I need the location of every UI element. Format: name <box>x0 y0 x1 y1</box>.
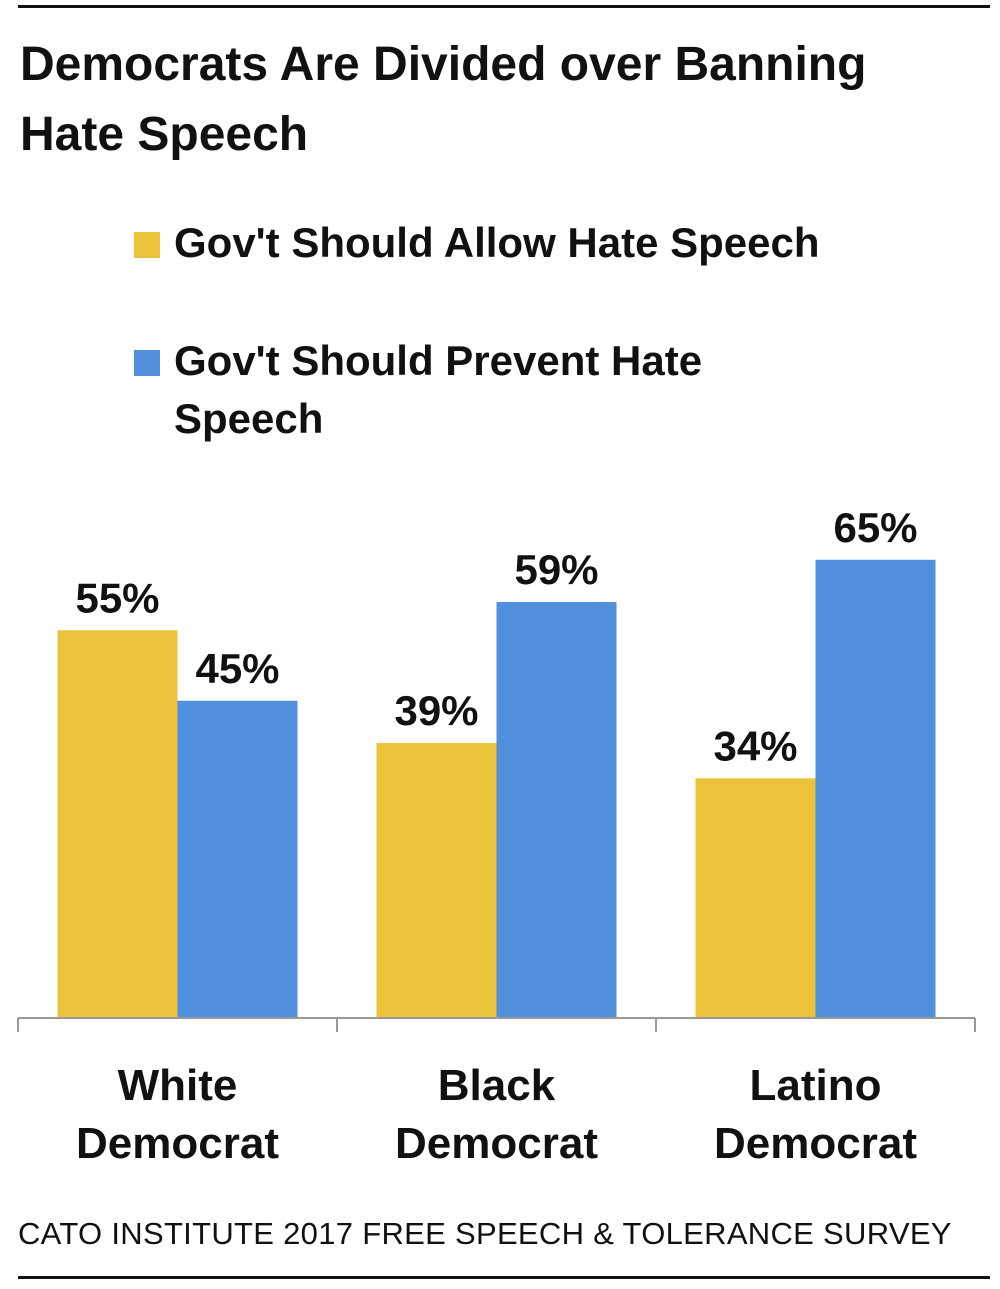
legend-item-allow: Gov't Should Allow Hate Speech <box>134 214 874 272</box>
legend-label-allow: Gov't Should Allow Hate Speech <box>174 219 820 266</box>
data-label-prevent-1: 59% <box>514 546 598 593</box>
bar-chart: 55% 45% White Democrat 39% 59% Black Democrat 34… <box>17 504 976 1168</box>
legend-swatch-allow <box>134 232 160 258</box>
legend-swatch-prevent <box>134 350 160 376</box>
bottom-rule <box>18 1276 990 1279</box>
bar-allow-1 <box>376 743 497 1018</box>
bar-prevent-1 <box>496 602 617 1018</box>
source-footer: CATO INSTITUTE 2017 FREE SPEECH & TOLERA… <box>18 1216 952 1251</box>
bar-prevent-0 <box>177 700 298 1018</box>
data-label-allow-2: 34% <box>713 722 797 769</box>
category-label-0-line-1: Democrat <box>76 1119 279 1168</box>
chart-title: Democrats Are Divided over Banning Hate … <box>20 38 867 161</box>
category-label-1-line-1: Democrat <box>395 1119 598 1168</box>
category-label-2-line-0: Latino <box>750 1061 882 1110</box>
legend-label-prevent: Gov't Should Prevent Hate Speech <box>174 337 703 442</box>
top-rule <box>18 5 990 8</box>
data-label-prevent-0: 45% <box>195 645 279 692</box>
data-label-allow-0: 55% <box>75 574 159 621</box>
data-label-allow-1: 39% <box>394 687 478 734</box>
category-label-2-line-1: Democrat <box>714 1119 917 1168</box>
category-label-0-line-0: White <box>118 1061 238 1110</box>
data-label-prevent-2: 65% <box>833 504 917 551</box>
bar-prevent-2 <box>815 559 936 1018</box>
bar-allow-0 <box>57 630 178 1018</box>
legend-item-prevent: Gov't Should Prevent Hate Speech <box>134 332 794 448</box>
category-label-1-line-0: Black <box>438 1061 556 1110</box>
bar-allow-2 <box>695 778 816 1018</box>
